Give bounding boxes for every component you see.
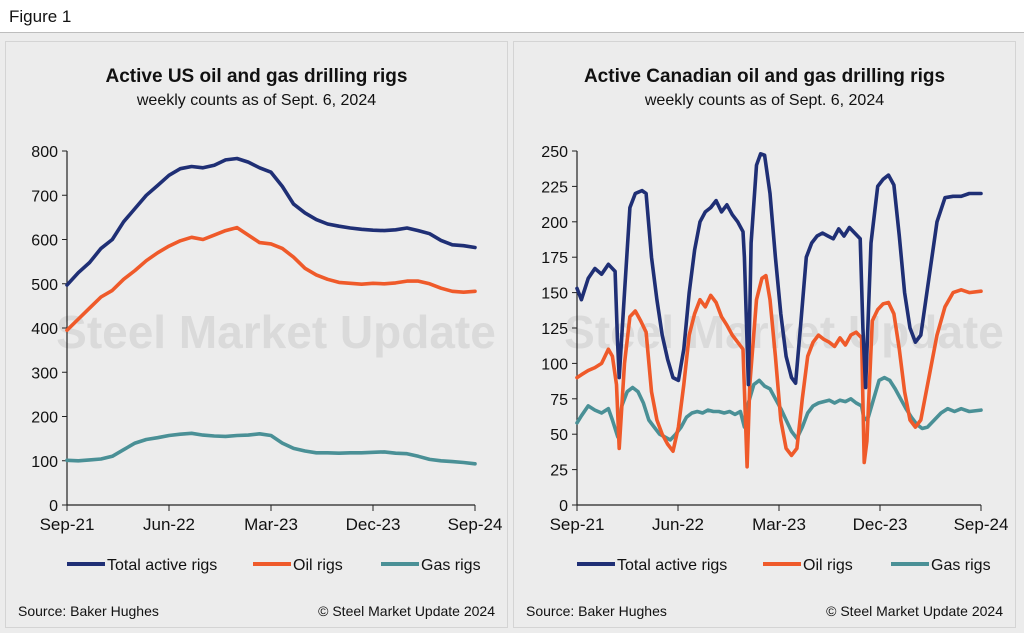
y-tick-label: 50 <box>550 427 568 444</box>
y-tick-label: 100 <box>541 356 568 373</box>
watermark-logo: Steel Market Update <box>56 306 496 358</box>
y-tick-label: 600 <box>31 233 58 250</box>
y-tick-label: 200 <box>541 215 568 232</box>
y-tick-label: 100 <box>31 454 58 471</box>
total-active-rigs-line <box>575 152 983 390</box>
y-tick-label: 0 <box>49 498 58 515</box>
y-tick-label: 250 <box>541 144 568 161</box>
y-tick-label: 225 <box>541 179 568 196</box>
chart-title: Active Canadian oil and gas drilling rig… <box>583 66 946 87</box>
x-tick-label: Sep-24 <box>954 515 1009 534</box>
chart-title: Active US oil and gas drilling rigs <box>105 66 408 87</box>
x-tick-label: Sep-21 <box>550 515 605 534</box>
source-note: Source: Baker Hughes <box>526 603 667 619</box>
figure-label: Figure 1 <box>9 7 72 26</box>
chart-subtitle: weekly counts as of Sept. 6, 2024 <box>136 92 377 109</box>
x-tick-label: Dec-23 <box>346 515 401 534</box>
gas-rigs-line <box>65 431 477 466</box>
legend-label: Total active rigs <box>107 557 217 574</box>
copyright-note: © Steel Market Update 2024 <box>826 603 1003 619</box>
chart-subtitle: weekly counts as of Sept. 6, 2024 <box>644 92 885 109</box>
total-active-rigs-line <box>65 156 477 287</box>
us-chart-panel: Active US oil and gas drilling rigs week… <box>5 41 508 628</box>
legend-label: Total active rigs <box>617 557 727 574</box>
oil-rigs-line <box>65 225 477 332</box>
x-tick-label: Dec-23 <box>853 515 908 534</box>
y-tick-label: 200 <box>31 410 58 427</box>
oil-rigs-line <box>575 273 983 469</box>
canada-chart-panel: Active Canadian oil and gas drilling rig… <box>513 41 1016 628</box>
y-tick-label: 125 <box>541 321 568 338</box>
legend-label: Oil rigs <box>803 557 853 574</box>
y-tick-label: 800 <box>31 144 58 161</box>
y-tick-label: 300 <box>31 365 58 382</box>
y-tick-label: 75 <box>550 392 568 409</box>
gas-rigs-line <box>575 375 983 442</box>
x-tick-label: Jun-22 <box>652 515 704 534</box>
y-tick-label: 400 <box>31 321 58 338</box>
canada-rig-count-chart: Steel Market Update025507510012515017520… <box>541 144 1009 574</box>
source-note: Source: Baker Hughes <box>18 603 159 619</box>
figure-header: Figure 1 <box>0 0 1024 33</box>
x-tick-label: Mar-23 <box>244 515 298 534</box>
y-tick-label: 700 <box>31 188 58 205</box>
copyright-note: © Steel Market Update 2024 <box>318 603 495 619</box>
y-tick-label: 175 <box>541 250 568 267</box>
x-tick-label: Sep-24 <box>448 515 503 534</box>
legend-label: Gas rigs <box>421 557 481 574</box>
legend-label: Oil rigs <box>293 557 343 574</box>
x-tick-label: Jun-22 <box>143 515 195 534</box>
x-tick-label: Mar-23 <box>752 515 806 534</box>
y-tick-label: 500 <box>31 277 58 294</box>
x-tick-label: Sep-21 <box>40 515 95 534</box>
y-tick-label: 150 <box>541 286 568 303</box>
y-tick-label: 0 <box>559 498 568 515</box>
legend-label: Gas rigs <box>931 557 991 574</box>
y-tick-label: 25 <box>550 463 568 480</box>
us-rig-count-chart: Steel Market Update 0 100 200 300 400 500 600 70… <box>31 144 503 574</box>
